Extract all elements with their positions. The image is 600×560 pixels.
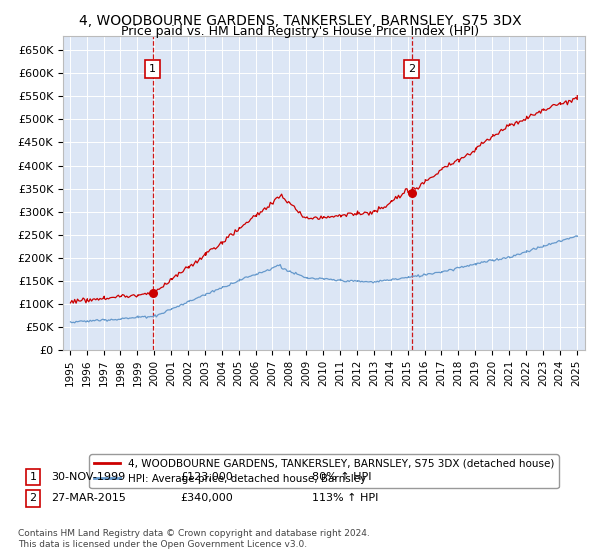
Text: 80% ↑ HPI: 80% ↑ HPI [312, 472, 371, 482]
Text: Price paid vs. HM Land Registry's House Price Index (HPI): Price paid vs. HM Land Registry's House … [121, 25, 479, 38]
Text: 27-MAR-2015: 27-MAR-2015 [51, 493, 126, 503]
Legend: 4, WOODBOURNE GARDENS, TANKERSLEY, BARNSLEY, S75 3DX (detached house), HPI: Aver: 4, WOODBOURNE GARDENS, TANKERSLEY, BARNS… [89, 455, 559, 488]
Text: 1: 1 [149, 64, 157, 74]
Text: 4, WOODBOURNE GARDENS, TANKERSLEY, BARNSLEY, S75 3DX: 4, WOODBOURNE GARDENS, TANKERSLEY, BARNS… [79, 14, 521, 28]
Text: 2: 2 [29, 493, 37, 503]
Point [407, 189, 416, 198]
Text: £123,000: £123,000 [180, 472, 233, 482]
Text: 30-NOV-1999: 30-NOV-1999 [51, 472, 125, 482]
Text: 1: 1 [29, 472, 37, 482]
Text: 113% ↑ HPI: 113% ↑ HPI [312, 493, 379, 503]
Text: 2: 2 [408, 64, 415, 74]
Point [148, 289, 158, 298]
Text: Contains HM Land Registry data © Crown copyright and database right 2024.
This d: Contains HM Land Registry data © Crown c… [18, 529, 370, 549]
Text: £340,000: £340,000 [180, 493, 233, 503]
